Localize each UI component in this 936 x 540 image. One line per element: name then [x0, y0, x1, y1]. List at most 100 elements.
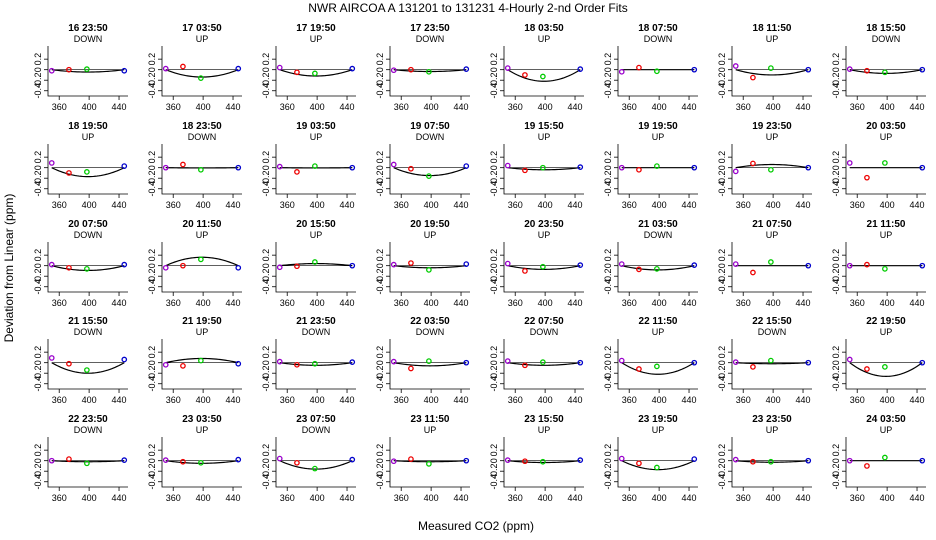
y-tick-label: 0.2: [831, 444, 841, 457]
y-tick-label: -0.2: [375, 365, 385, 381]
y-tick-label: -0.4: [147, 474, 157, 490]
y-tick-label: 0.2: [717, 53, 727, 66]
y-tick-label: 0: [375, 360, 385, 365]
panel-axes: [389, 46, 470, 97]
data-point: [276, 264, 283, 271]
x-tick-label: 440: [796, 102, 811, 112]
panel-time: 22 11:50: [639, 316, 678, 327]
panel-time: 23 07:50: [296, 414, 336, 425]
data-point: [522, 167, 528, 174]
data-point: [805, 164, 812, 171]
y-tick-label: 0: [147, 165, 157, 170]
y-tick-label: -0.2: [33, 365, 43, 381]
y-tick-label: -0.2: [147, 268, 157, 284]
y-tick-label: -0.2: [147, 463, 157, 479]
x-tick-label: 400: [538, 200, 553, 210]
y-tick-label: 0: [33, 263, 43, 268]
x-tick-label: 400: [82, 298, 97, 308]
x-tick-label: 440: [796, 493, 811, 503]
data-point: [504, 162, 511, 169]
x-tick-label: 400: [82, 102, 97, 112]
x-tick-label: 400: [880, 200, 895, 210]
x-tick-label: 400: [82, 493, 97, 503]
panel-direction: UP: [538, 425, 551, 435]
y-tick-label: -0.4: [375, 376, 385, 392]
data-point: [691, 359, 698, 366]
y-tick-label: -0.4: [489, 83, 499, 99]
x-tick-label: 360: [736, 102, 751, 112]
data-point: [618, 261, 625, 267]
y-tick-label: -0.2: [603, 268, 613, 284]
data-point: [768, 259, 774, 265]
x-tick-label: 400: [652, 298, 667, 308]
x-tick-label: 400: [310, 395, 325, 405]
y-tick-label: 0.2: [831, 249, 841, 262]
panel-direction: DOWN: [302, 425, 331, 435]
panel-axes: [275, 437, 356, 488]
y-tick-label: -0.2: [603, 365, 613, 381]
panel-time: 18 03:50: [524, 23, 564, 34]
data-point: [540, 359, 546, 366]
y-tick-label: -0.4: [261, 376, 271, 392]
data-point: [504, 457, 511, 464]
panel-axes: [845, 339, 926, 390]
panel-axes: [731, 437, 812, 488]
y-tick-label: 0.2: [717, 346, 727, 359]
data-point: [654, 464, 660, 471]
data-point: [349, 262, 356, 269]
y-tick-label: -0.4: [831, 376, 841, 392]
x-tick-label: 440: [226, 298, 241, 308]
panel-direction: UP: [880, 230, 893, 240]
y-tick-label: -0.4: [375, 279, 385, 295]
y-tick-label: 0: [33, 165, 43, 170]
panel-axes: [845, 144, 926, 195]
panel-time: 23 23:50: [752, 414, 792, 425]
y-tick-label: 0.2: [717, 444, 727, 457]
x-tick-label: 440: [910, 298, 925, 308]
x-tick-label: 440: [112, 102, 127, 112]
x-tick-label: 400: [310, 493, 325, 503]
data-point: [235, 164, 242, 171]
data-point: [504, 260, 511, 267]
panel-time: 20 15:50: [296, 219, 336, 230]
chart-title: NWR AIRCOA A 131201 to 131231 4-Hourly 2…: [308, 1, 628, 15]
data-point: [691, 66, 698, 73]
y-tick-label: -0.4: [375, 83, 385, 99]
data-point: [463, 66, 470, 73]
data-point: [162, 361, 169, 368]
data-point: [654, 265, 660, 272]
data-point: [846, 457, 853, 464]
data-point: [312, 163, 318, 169]
y-tick-label: -0.4: [603, 181, 613, 197]
data-point: [408, 165, 414, 172]
y-tick-label: -0.4: [261, 83, 271, 99]
x-tick-label: 360: [280, 395, 295, 405]
data-point: [522, 72, 528, 78]
y-tick-label: -0.2: [147, 365, 157, 381]
x-tick-label: 360: [736, 395, 751, 405]
x-tick-label: 440: [568, 395, 583, 405]
panel-direction: UP: [652, 132, 665, 142]
panel-axes: [617, 437, 698, 488]
panel-direction: DOWN: [416, 327, 445, 337]
data-point: [426, 173, 432, 179]
panel-axes: [47, 144, 128, 195]
x-tick-label: 400: [310, 298, 325, 308]
panel-direction: UP: [538, 230, 551, 240]
y-tick-label: 0.2: [261, 53, 271, 66]
data-point: [349, 456, 356, 463]
data-point: [750, 269, 756, 276]
y-tick-label: -0.4: [831, 474, 841, 490]
y-tick-label: 0: [261, 458, 271, 463]
y-tick-label: -0.4: [375, 474, 385, 490]
y-tick-label: 0: [261, 165, 271, 170]
x-tick-label: 360: [736, 200, 751, 210]
